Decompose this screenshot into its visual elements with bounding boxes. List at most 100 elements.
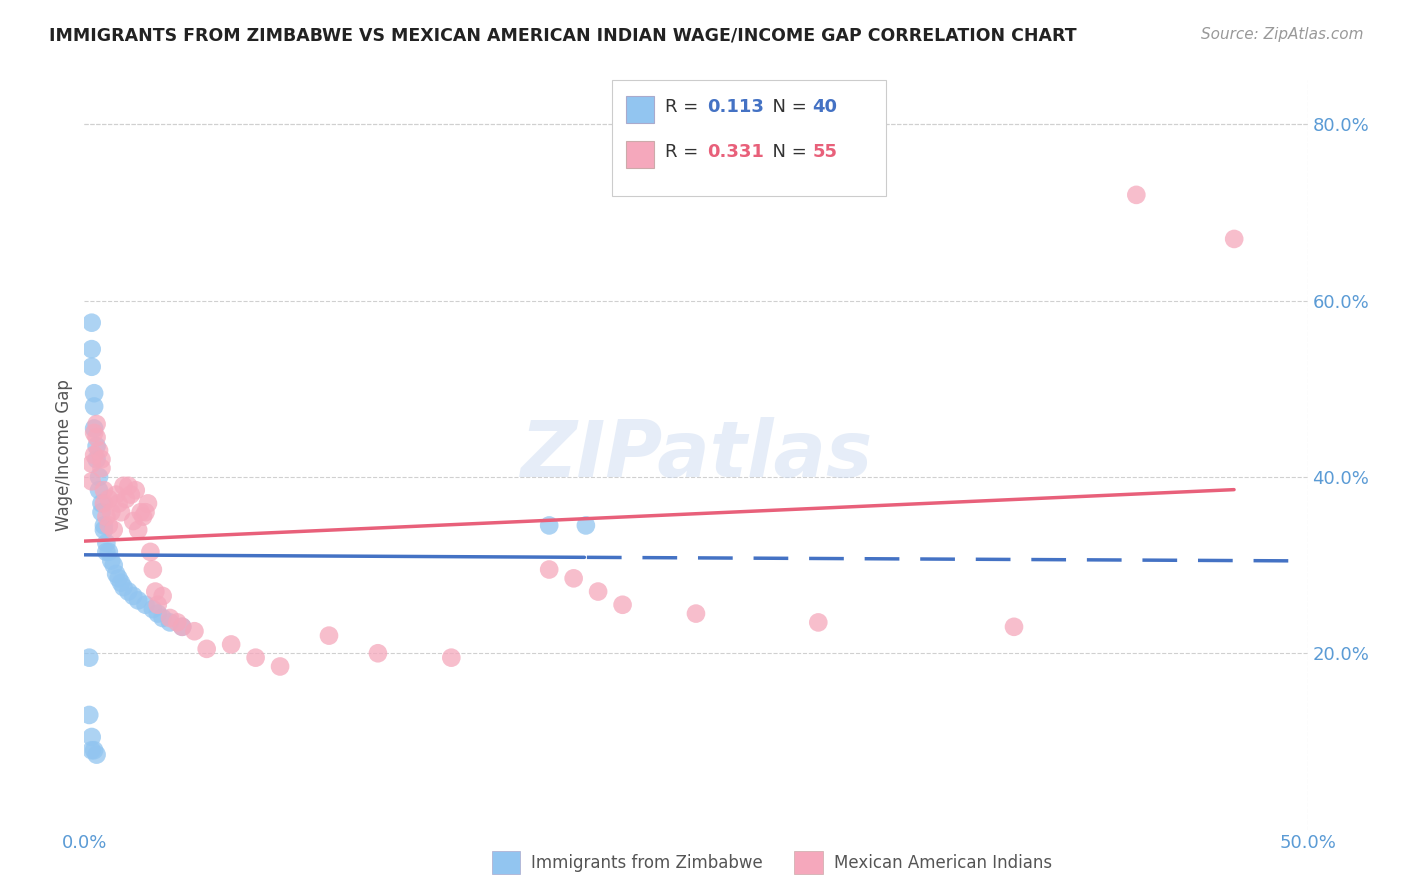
- Point: [107, 496, 129, 510]
- Point: [93, 518, 115, 533]
- Text: Source: ZipAtlas.com: Source: ZipAtlas.com: [1201, 27, 1364, 42]
- Point: [143, 584, 166, 599]
- Point: [127, 593, 149, 607]
- Point: [97, 518, 120, 533]
- Point: [77, 708, 100, 723]
- Point: [538, 518, 561, 533]
- Text: N =: N =: [761, 98, 813, 116]
- Point: [80, 457, 103, 471]
- Point: [172, 620, 194, 634]
- Point: [112, 580, 135, 594]
- Text: R =: R =: [665, 98, 704, 116]
- Point: [103, 523, 125, 537]
- Point: [146, 607, 169, 621]
- Point: [1125, 187, 1147, 202]
- Point: [575, 518, 598, 533]
- Point: [105, 566, 128, 581]
- Point: [117, 479, 139, 493]
- Point: [139, 545, 162, 559]
- Text: R =: R =: [665, 143, 704, 161]
- Point: [135, 598, 157, 612]
- Point: [93, 496, 115, 510]
- Text: IMMIGRANTS FROM ZIMBABWE VS MEXICAN AMERICAN INDIAN WAGE/INCOME GAP CORRELATION : IMMIGRANTS FROM ZIMBABWE VS MEXICAN AMER…: [49, 27, 1077, 45]
- Point: [142, 562, 165, 576]
- Point: [269, 659, 291, 673]
- Point: [96, 536, 118, 550]
- Point: [105, 487, 128, 501]
- Point: [807, 615, 830, 630]
- Point: [80, 475, 103, 489]
- Text: ZIPatlas: ZIPatlas: [520, 417, 872, 493]
- Text: 40: 40: [813, 98, 838, 116]
- Point: [146, 598, 169, 612]
- Text: Mexican American Indians: Mexican American Indians: [834, 854, 1052, 871]
- Point: [110, 575, 132, 590]
- Point: [159, 611, 181, 625]
- Point: [87, 483, 110, 498]
- Point: [612, 598, 634, 612]
- Point: [1002, 620, 1025, 634]
- Point: [117, 584, 139, 599]
- Point: [90, 452, 112, 467]
- Point: [107, 571, 129, 585]
- Point: [685, 607, 707, 621]
- Point: [96, 545, 118, 559]
- Point: [86, 439, 108, 453]
- Point: [80, 730, 103, 744]
- Point: [80, 743, 103, 757]
- Point: [83, 421, 105, 435]
- Point: [83, 448, 105, 462]
- Point: [83, 425, 105, 440]
- Point: [245, 650, 267, 665]
- Point: [83, 743, 105, 757]
- Point: [86, 747, 108, 762]
- Text: N =: N =: [761, 143, 813, 161]
- Point: [80, 342, 103, 356]
- Point: [112, 479, 135, 493]
- Point: [83, 400, 105, 414]
- Point: [183, 624, 205, 639]
- Point: [135, 505, 157, 519]
- Point: [103, 558, 125, 573]
- Point: [129, 505, 152, 519]
- Y-axis label: Wage/Income Gap: Wage/Income Gap: [55, 379, 73, 531]
- Point: [90, 505, 112, 519]
- Point: [440, 650, 463, 665]
- Point: [110, 505, 132, 519]
- Point: [87, 443, 110, 458]
- Text: 0.331: 0.331: [707, 143, 763, 161]
- Point: [172, 620, 194, 634]
- Point: [136, 496, 159, 510]
- Point: [100, 505, 122, 519]
- Point: [115, 491, 138, 506]
- Point: [125, 483, 148, 498]
- Point: [90, 496, 112, 510]
- Point: [152, 611, 174, 625]
- Point: [195, 641, 218, 656]
- Point: [1223, 232, 1246, 246]
- Point: [97, 491, 120, 506]
- Point: [142, 602, 165, 616]
- Point: [86, 430, 108, 444]
- Point: [87, 470, 110, 484]
- Point: [100, 554, 122, 568]
- Text: 0.113: 0.113: [707, 98, 763, 116]
- Point: [152, 589, 174, 603]
- Point: [159, 615, 181, 630]
- Point: [367, 646, 389, 660]
- Point: [97, 545, 120, 559]
- Point: [122, 589, 145, 603]
- Point: [120, 487, 142, 501]
- Point: [80, 316, 103, 330]
- Point: [318, 629, 340, 643]
- Point: [80, 359, 103, 374]
- Point: [127, 523, 149, 537]
- Point: [166, 615, 188, 630]
- Point: [86, 452, 108, 467]
- Point: [83, 386, 105, 401]
- Point: [96, 509, 118, 524]
- Point: [90, 461, 112, 475]
- Point: [562, 571, 585, 585]
- Point: [132, 509, 155, 524]
- Point: [86, 417, 108, 431]
